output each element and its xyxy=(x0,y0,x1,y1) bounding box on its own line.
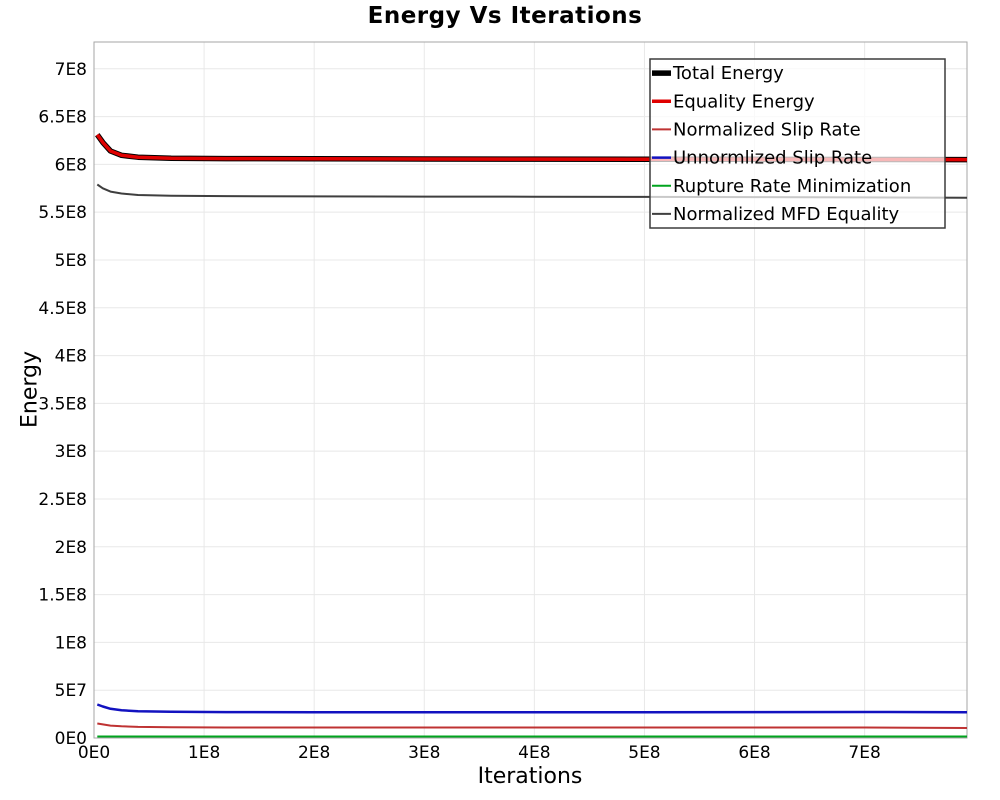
legend-item-label: Unnormlized Slip Rate xyxy=(673,148,872,169)
x-tick-label: 5E8 xyxy=(628,743,660,763)
x-tick-label: 0E0 xyxy=(78,743,110,763)
x-tick-label: 7E8 xyxy=(848,743,880,763)
series-line-normalized-slip-rate xyxy=(97,722,968,729)
legend-item-label: Rupture Rate Minimization xyxy=(673,176,911,197)
x-tick-label: 1E8 xyxy=(188,743,220,763)
x-tick-label: 6E8 xyxy=(738,743,770,763)
legend-item-label: Normalized MFD Equality xyxy=(673,204,900,225)
y-tick-label: 6.5E8 xyxy=(38,108,87,128)
y-tick-label: 4.5E8 xyxy=(38,299,87,319)
y-tick-label: 7E8 xyxy=(55,60,87,80)
chart-title: Energy Vs Iterations xyxy=(367,3,643,29)
y-tick-label: 1E8 xyxy=(55,633,87,653)
y-tick-label: 5.5E8 xyxy=(38,203,87,223)
y-tick-label: 6E8 xyxy=(55,155,87,175)
y-tick-label: 5E7 xyxy=(55,681,87,701)
y-tick-label: 3E8 xyxy=(55,442,87,462)
plot-border xyxy=(93,41,968,739)
legend-item-label: Total Energy xyxy=(672,63,784,84)
y-tick-label: 0E0 xyxy=(55,729,87,749)
y-tick-label: 5E8 xyxy=(55,251,87,271)
x-tick-label: 2E8 xyxy=(298,743,330,763)
y-tick-label: 3.5E8 xyxy=(38,394,87,414)
x-tick-label: 3E8 xyxy=(408,743,440,763)
y-axis-title: Energy xyxy=(17,350,43,429)
legend-box xyxy=(649,58,946,229)
y-tick-label: 2E8 xyxy=(55,538,87,558)
series-line-unnormlized-slip-rate xyxy=(96,703,968,714)
x-tick-label: 4E8 xyxy=(518,743,550,763)
x-axis-title: Iterations xyxy=(477,764,583,789)
legend-item-label: Equality Energy xyxy=(673,91,815,112)
y-tick-label: 4E8 xyxy=(55,347,87,367)
legend-item-label: Normalized Slip Rate xyxy=(673,119,861,140)
y-tick-label: 2.5E8 xyxy=(38,490,87,510)
y-tick-label: 1.5E8 xyxy=(38,586,87,606)
